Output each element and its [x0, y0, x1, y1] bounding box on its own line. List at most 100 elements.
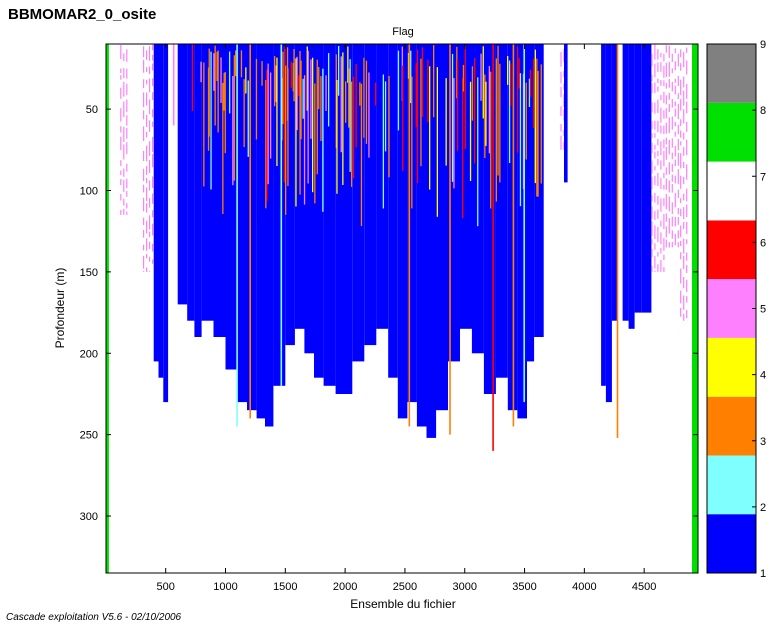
- data-streak: [295, 58, 297, 207]
- data-segment: [683, 90, 685, 106]
- data-segment: [651, 83, 653, 94]
- data-streak: [533, 58, 535, 128]
- data-column: [256, 44, 265, 419]
- data-segment: [668, 45, 670, 58]
- data-streak: [235, 50, 237, 77]
- data-streak: [299, 51, 301, 195]
- data-streak: [265, 80, 267, 209]
- data-segment: [665, 122, 667, 134]
- data-streak: [320, 76, 322, 141]
- data-streak: [510, 63, 512, 106]
- x-tick-label: 500: [157, 581, 175, 593]
- data-segment: [665, 213, 667, 222]
- data-streak: [224, 72, 226, 154]
- data-segment: [674, 193, 676, 208]
- data-segment: [680, 63, 682, 71]
- data-segment: [146, 166, 148, 175]
- data-segment: [149, 66, 151, 75]
- data-segment: [143, 244, 145, 251]
- data-streak: [525, 82, 527, 160]
- data-streak: [402, 65, 404, 171]
- data-segment: [651, 102, 653, 113]
- plot-title: Flag: [392, 26, 413, 38]
- data-segment: [152, 259, 154, 264]
- data-segment: [651, 195, 653, 202]
- data-segment: [657, 78, 659, 84]
- data-segment: [660, 80, 662, 86]
- data-streak: [508, 60, 511, 163]
- y-tick-label: 150: [80, 267, 98, 279]
- data-streak: [325, 75, 327, 111]
- data-segment: [683, 193, 685, 201]
- data-segment: [683, 176, 685, 185]
- data-segment: [651, 142, 653, 154]
- data-segment: [671, 241, 673, 248]
- data-column: [285, 44, 295, 346]
- colorbar-segment: [707, 44, 756, 103]
- colorbar-segment: [707, 102, 756, 162]
- data-segment: [657, 264, 659, 272]
- data-streak: [312, 57, 314, 193]
- data-streak: [306, 46, 308, 111]
- data-segment: [123, 81, 125, 97]
- data-segment: [146, 79, 148, 85]
- data-segment: [149, 198, 151, 208]
- data-segment: [665, 95, 667, 105]
- data-streak: [495, 58, 497, 202]
- data-segment: [143, 92, 145, 108]
- data-segment: [680, 153, 682, 169]
- colorbar-segment: [707, 337, 756, 397]
- data-segment: [686, 83, 688, 99]
- data-segment: [668, 139, 670, 155]
- data-segment: [149, 141, 151, 156]
- data-streak: [303, 75, 306, 205]
- data-streak: [216, 51, 218, 81]
- data-streak: [474, 58, 476, 164]
- data-segment: [677, 124, 679, 135]
- data-segment: [146, 67, 148, 73]
- data-segment: [686, 279, 688, 292]
- data-streak: [536, 58, 538, 197]
- data-column: [225, 44, 238, 370]
- colorbar-segment: [707, 220, 756, 280]
- data-segment: [668, 117, 670, 134]
- data-streak: [490, 71, 492, 209]
- data-segment: [654, 193, 656, 203]
- data-streak: [255, 58, 258, 140]
- data-segment: [680, 98, 682, 111]
- data-segment: [663, 172, 665, 179]
- data-segment: [683, 238, 685, 254]
- data-streak: [243, 79, 245, 148]
- data-streak: [529, 69, 532, 97]
- data-stripe: [408, 44, 411, 427]
- data-segment: [663, 80, 665, 87]
- data-stripe: [512, 44, 515, 427]
- data-streak: [488, 66, 490, 154]
- data-segment: [671, 138, 673, 148]
- data-segment: [668, 79, 670, 88]
- data-column: [397, 44, 408, 419]
- data-segment: [686, 296, 688, 303]
- colorbar-tick-label: 9: [760, 39, 766, 51]
- data-segment: [660, 125, 662, 134]
- data-streak: [427, 59, 429, 123]
- data-streak: [318, 67, 320, 110]
- data-segment: [126, 211, 128, 215]
- data-segment: [660, 62, 662, 72]
- data-segment: [152, 121, 154, 127]
- data-segment: [660, 259, 662, 272]
- data-segment: [671, 163, 673, 172]
- data-streak: [261, 61, 263, 86]
- data-segment: [654, 44, 656, 60]
- data-streak: [292, 63, 294, 92]
- data-segment: [651, 239, 653, 245]
- data-segment: [651, 133, 653, 138]
- data-streak: [462, 78, 464, 219]
- data-segment: [680, 175, 682, 189]
- data-segment: [686, 252, 688, 261]
- data-segment: [683, 76, 685, 88]
- data-segment: [143, 217, 145, 226]
- data-segment: [680, 141, 682, 146]
- x-tick-label: 3500: [512, 581, 536, 593]
